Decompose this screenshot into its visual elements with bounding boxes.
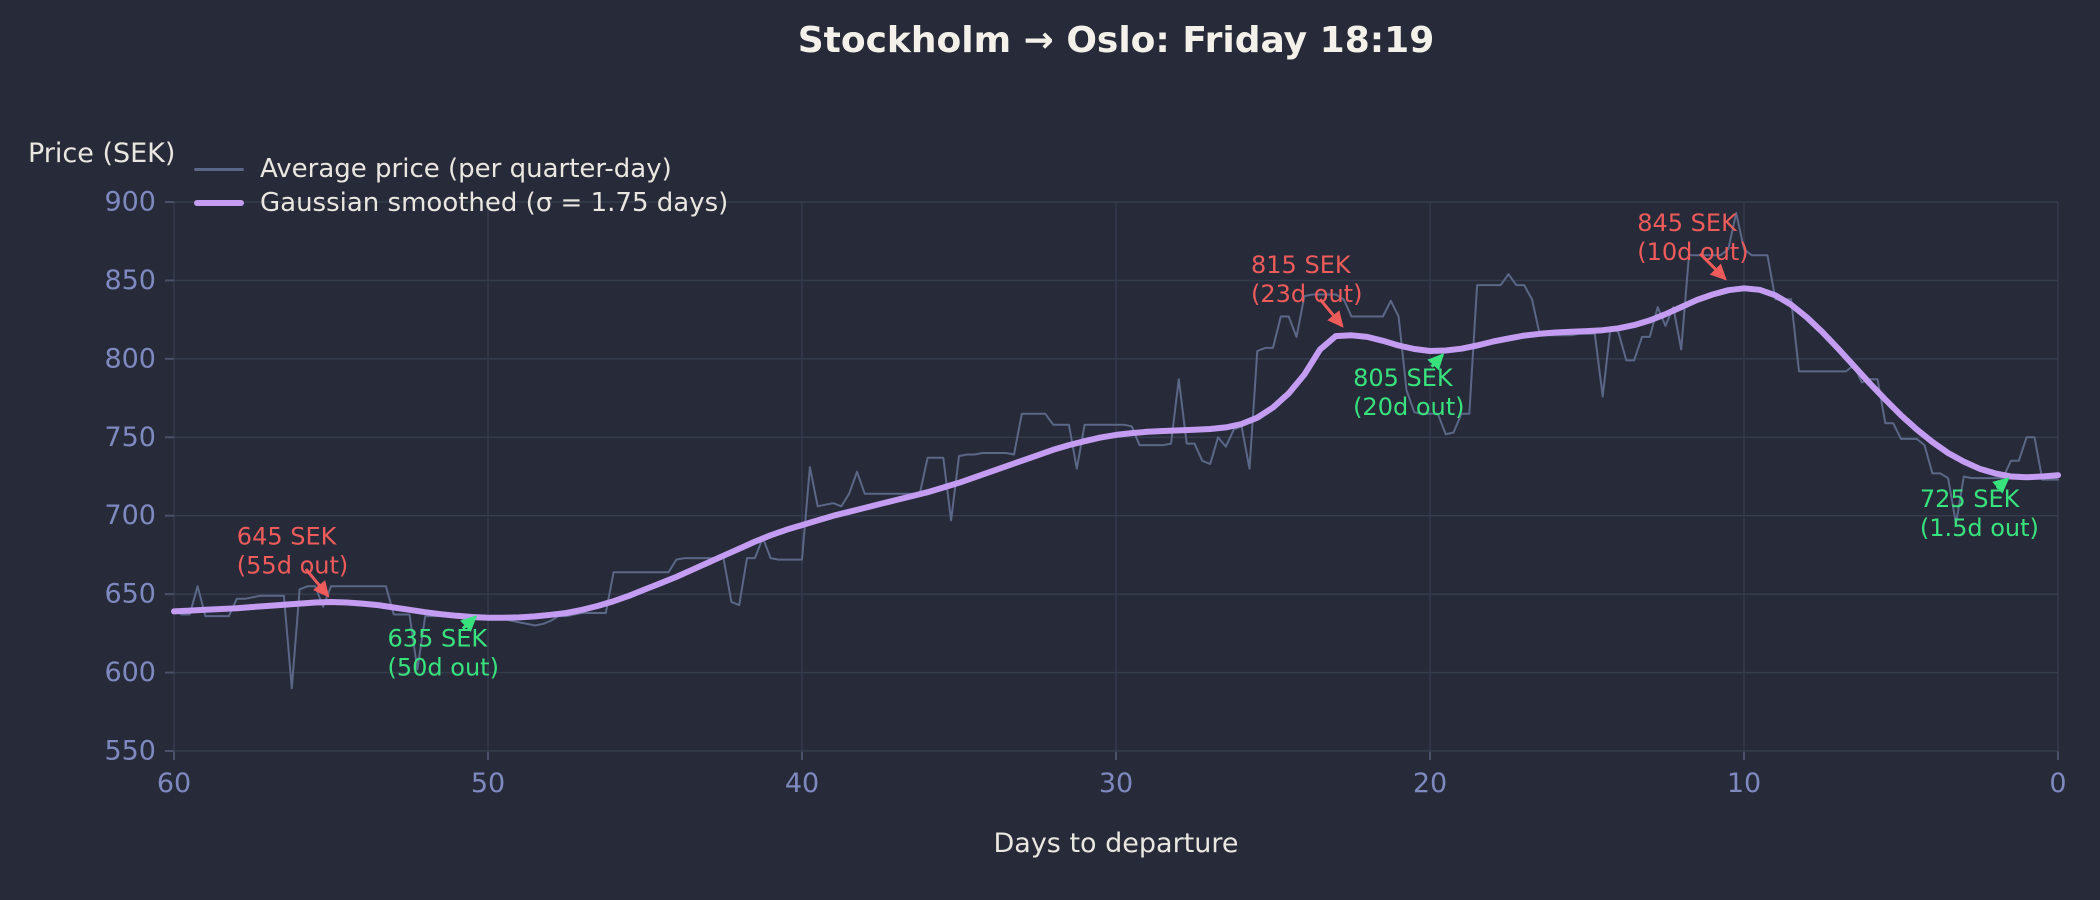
y-axis-title: Price (SEK) bbox=[28, 138, 176, 169]
y-tick-label: 600 bbox=[104, 657, 156, 688]
y-tick-label: 900 bbox=[104, 187, 156, 218]
x-tick-label: 40 bbox=[785, 768, 819, 799]
legend-item-raw: Average price (per quarter-day) bbox=[194, 152, 728, 186]
annotation-arrow-max bbox=[1698, 252, 1727, 281]
x-axis-title: Days to departure bbox=[993, 828, 1239, 859]
annotation-label-min-635: 635 SEK (50d out) bbox=[388, 625, 499, 682]
annotation-label-max-845: 845 SEK (10d out) bbox=[1637, 209, 1748, 266]
legend-label-raw: Average price (per quarter-day) bbox=[260, 154, 672, 184]
x-tick-label: 20 bbox=[1413, 768, 1447, 799]
legend-item-smoothed: Gaussian smoothed (σ = 1.75 days) bbox=[194, 186, 728, 220]
x-tick-label: 10 bbox=[1727, 768, 1761, 799]
chart-title: Stockholm → Oslo: Friday 18:19 bbox=[797, 20, 1435, 61]
y-tick-label: 550 bbox=[104, 736, 156, 767]
x-tick-label: 0 bbox=[2049, 768, 2066, 799]
annotation-arrow-min bbox=[1427, 353, 1445, 371]
y-tick-label: 650 bbox=[104, 579, 156, 610]
y-tick-label: 700 bbox=[104, 500, 156, 531]
annotation-arrow-max bbox=[1318, 298, 1344, 328]
annotation-label-max-645: 645 SEK (55d out) bbox=[237, 523, 348, 580]
annotation-label-max-815: 815 SEK (23d out) bbox=[1251, 251, 1362, 308]
annotation-arrow-max bbox=[304, 568, 330, 598]
annotation-arrow-min bbox=[460, 615, 478, 633]
y-tick-label: 750 bbox=[104, 422, 156, 453]
smoothed-line-swatch bbox=[194, 200, 244, 206]
annotation-arrow-min bbox=[1992, 477, 2010, 494]
annotation-label-min-805: 805 SEK (20d out) bbox=[1353, 364, 1464, 421]
series-smoothed-line bbox=[171, 285, 2061, 621]
annotation-label-min-725: 725 SEK (1.5d out) bbox=[1920, 485, 2039, 542]
y-tick-label: 850 bbox=[104, 265, 156, 296]
x-tick-label: 30 bbox=[1099, 768, 1133, 799]
legend: Average price (per quarter-day) Gaussian… bbox=[194, 152, 728, 220]
legend-label-smoothed: Gaussian smoothed (σ = 1.75 days) bbox=[260, 188, 729, 218]
x-tick-label: 60 bbox=[157, 768, 191, 799]
x-tick-label: 50 bbox=[471, 768, 505, 799]
raw-line-swatch bbox=[194, 167, 244, 171]
y-tick-label: 800 bbox=[104, 343, 156, 374]
